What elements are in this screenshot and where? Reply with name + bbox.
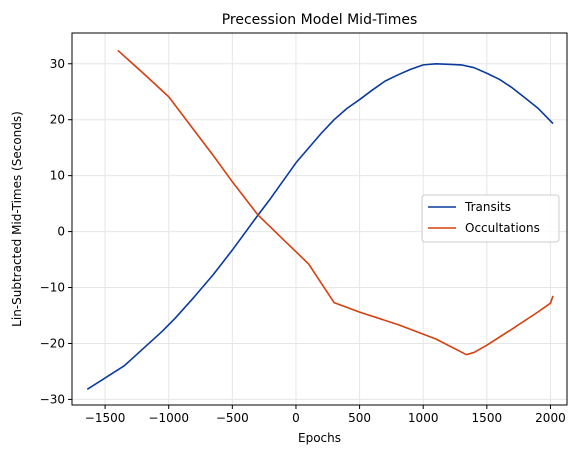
x-tick-label: −1500 — [85, 411, 126, 425]
y-tick-label: 0 — [57, 225, 65, 239]
legend-label-occultations: Occultations — [465, 221, 540, 235]
y-tick-label: 20 — [50, 113, 65, 127]
y-tick-label: −20 — [40, 336, 65, 350]
x-tick-label: 1500 — [472, 411, 503, 425]
legend: Transits Occultations — [421, 194, 560, 243]
y-tick-label: −10 — [40, 281, 65, 295]
legend-box — [421, 194, 560, 243]
x-tick-label: 1000 — [408, 411, 439, 425]
series-lines — [86, 49, 554, 391]
y-tick-label: 30 — [50, 57, 65, 71]
plot-frame — [71, 32, 568, 406]
series-line-occultations — [117, 49, 554, 356]
y-axis-label: Lin-Subtracted Mid-Times (Seconds) — [10, 111, 24, 327]
x-tick-label: −500 — [216, 411, 249, 425]
y-tick-label: 10 — [50, 169, 65, 183]
chart-title: Precession Model Mid-Times — [222, 12, 418, 28]
series-line-transits — [86, 62, 554, 391]
y-tick-label: −30 — [40, 392, 65, 406]
y-axis: −30 −20 −10 0 10 20 30 — [40, 57, 72, 406]
x-tick-label: 0 — [292, 411, 300, 425]
x-tick-label: −1000 — [148, 411, 189, 425]
grid — [72, 33, 567, 405]
x-axis-label: Epochs — [298, 431, 341, 445]
x-tick-label: 500 — [348, 411, 371, 425]
x-axis: −1500 −1000 −500 0 500 1000 1500 2000 — [85, 405, 566, 425]
legend-label-transits: Transits — [464, 200, 511, 214]
x-tick-label: 2000 — [535, 411, 566, 425]
